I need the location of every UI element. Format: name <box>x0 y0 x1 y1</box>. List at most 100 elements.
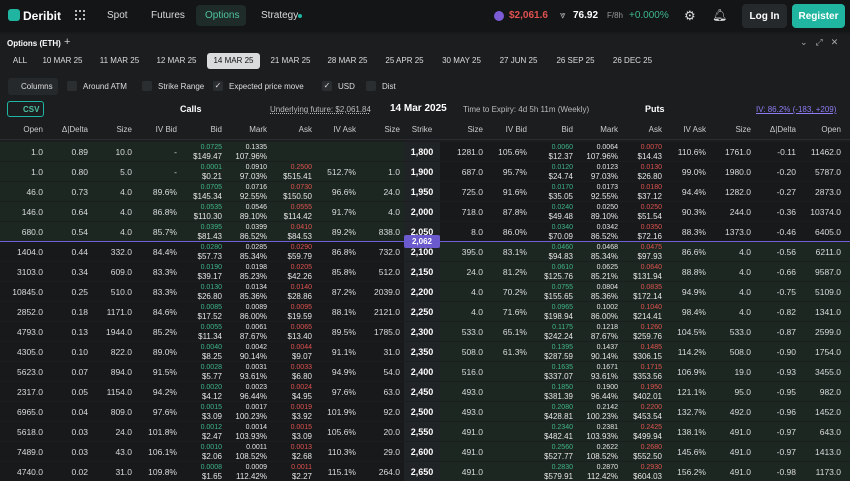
price-usd[interactable]: 85.34% <box>590 252 618 261</box>
price-usd[interactable]: $81.43 <box>197 232 222 241</box>
checkbox[interactable] <box>142 81 152 91</box>
price-usd[interactable]: $604.03 <box>633 472 662 481</box>
login-button[interactable]: Log In <box>742 4 787 28</box>
price-eth[interactable]: 0.2200 <box>640 404 662 411</box>
expiry-tab[interactable]: 30 MAY 25 <box>442 56 481 65</box>
nav-link[interactable]: Spot <box>107 10 128 21</box>
price-usd[interactable]: 86.52% <box>239 232 267 241</box>
price-eth[interactable]: 0.0031 <box>245 364 267 371</box>
price-usd[interactable]: $306.15 <box>633 352 662 361</box>
columns-button[interactable] <box>8 78 58 95</box>
checkbox-label[interactable]: Strike Range <box>158 82 205 91</box>
strike[interactable]: 2,100 <box>410 247 434 257</box>
price-eth[interactable]: 0.0170 <box>551 184 573 191</box>
price-eth[interactable]: 0.1715 <box>640 364 662 371</box>
price-eth[interactable]: 0.1395 <box>551 344 573 351</box>
price-eth[interactable]: 0.0033 <box>290 364 312 371</box>
price-eth[interactable]: 0.2381 <box>596 424 618 431</box>
price-usd[interactable]: 87.67% <box>590 332 618 341</box>
price-usd[interactable]: 107.96% <box>235 152 267 161</box>
strike[interactable]: 2,400 <box>410 367 434 377</box>
price-eth[interactable]: 0.0014 <box>245 424 267 431</box>
expiry-tab[interactable]: 21 MAR 25 <box>270 56 311 65</box>
price-usd[interactable]: 97.03% <box>239 172 267 181</box>
price-eth[interactable]: 0.1218 <box>596 324 618 331</box>
price-eth[interactable]: 0.0011 <box>246 444 267 451</box>
price-eth[interactable]: 0.0280 <box>200 244 222 251</box>
strike[interactable]: 2,300 <box>410 327 434 337</box>
price-eth[interactable]: 0.0020 <box>200 384 222 391</box>
nav-link[interactable]: Options <box>205 10 240 21</box>
price-eth[interactable]: 0.1260 <box>640 324 662 331</box>
price-usd[interactable]: $70.09 <box>548 232 573 241</box>
price-usd[interactable]: $453.54 <box>633 412 662 421</box>
price-eth[interactable]: 0.0019 <box>290 404 312 411</box>
price-eth[interactable]: 0.1635 <box>551 364 573 371</box>
price-eth[interactable]: 0.0120 <box>551 164 573 171</box>
price-eth[interactable]: 0.1950 <box>640 384 662 391</box>
add-tab[interactable]: + <box>64 36 71 48</box>
price-eth[interactable]: 0.0023 <box>245 384 267 391</box>
price-usd[interactable]: $499.94 <box>633 432 662 441</box>
logo[interactable]: Deribit <box>23 9 62 23</box>
price-usd[interactable]: $42.26 <box>287 272 312 281</box>
checkbox-label[interactable]: Around ATM <box>83 82 127 91</box>
expiry-tab[interactable]: 10 MAR 25 <box>42 56 83 65</box>
price-eth[interactable]: 0.0130 <box>640 164 662 171</box>
price-usd[interactable]: $198.94 <box>544 312 573 321</box>
strike[interactable]: 2,150 <box>410 267 434 277</box>
price-eth[interactable]: 0.2930 <box>640 464 662 471</box>
price-usd[interactable]: $24.74 <box>548 172 573 181</box>
price-usd[interactable]: $9.07 <box>291 352 312 361</box>
price-eth[interactable]: 0.0001 <box>200 164 222 171</box>
checkbox-label[interactable]: Dist <box>382 82 396 91</box>
price-usd[interactable]: $8.25 <box>201 352 222 361</box>
price-eth[interactable]: 0.0173 <box>596 184 618 191</box>
price-eth[interactable]: 0.0705 <box>200 184 222 191</box>
price-usd[interactable]: 90.14% <box>590 352 618 361</box>
strike[interactable]: 2,050 <box>410 227 434 237</box>
nav-link[interactable]: Futures <box>151 10 185 21</box>
price-usd[interactable]: $579.91 <box>544 472 573 481</box>
price-usd[interactable]: $428.81 <box>544 412 573 421</box>
price-eth[interactable]: 0.1335 <box>245 144 267 151</box>
price-usd[interactable]: 108.52% <box>235 452 267 461</box>
price-usd[interactable]: $26.80 <box>637 172 662 181</box>
price-usd[interactable]: $17.52 <box>197 312 222 321</box>
price-eth[interactable]: 0.0610 <box>551 264 573 271</box>
expiry-tab[interactable]: 11 MAR 25 <box>99 56 140 65</box>
nav-link[interactable]: Strategy <box>261 10 299 21</box>
price-eth[interactable]: 0.0028 <box>200 364 222 371</box>
price-eth[interactable]: 0.1671 <box>596 364 618 371</box>
price-eth[interactable]: 0.0061 <box>245 324 267 331</box>
checkbox[interactable]: ✓ <box>322 81 332 91</box>
price-eth[interactable]: 0.0250 <box>640 204 662 211</box>
strike[interactable]: 2,550 <box>410 427 434 437</box>
expiry-tab[interactable]: 27 JUN 25 <box>499 56 538 65</box>
strike[interactable]: 2,250 <box>410 307 434 317</box>
price-eth[interactable]: 0.0140 <box>290 284 312 291</box>
price-eth[interactable]: 0.0730 <box>290 184 312 191</box>
price-usd[interactable]: 96.44% <box>239 392 267 401</box>
price-usd[interactable]: 108.52% <box>586 452 618 461</box>
price-usd[interactable]: $59.79 <box>287 252 312 261</box>
price-eth[interactable]: 0.1437 <box>596 344 618 351</box>
expiry-tab[interactable]: 26 SEP 25 <box>556 56 595 65</box>
price-usd[interactable]: 86.00% <box>239 312 267 321</box>
price-eth[interactable]: 0.0015 <box>290 424 312 431</box>
price-eth[interactable]: 0.0024 <box>290 384 312 391</box>
price-eth[interactable]: 0.0042 <box>245 344 267 351</box>
settings-icon[interactable]: ⚙ <box>684 8 696 23</box>
price-usd[interactable]: 90.14% <box>239 352 267 361</box>
price-eth[interactable]: 0.0190 <box>200 264 222 271</box>
price-usd[interactable]: 87.67% <box>239 332 267 341</box>
price-eth[interactable]: 0.0070 <box>640 144 662 151</box>
bell-icon[interactable]: 🔔︎ <box>712 8 728 22</box>
price-eth[interactable]: 0.0395 <box>200 224 222 231</box>
price-usd[interactable]: 103.93% <box>586 432 618 441</box>
checkbox[interactable] <box>366 81 376 91</box>
price-eth[interactable]: 0.0340 <box>551 224 573 231</box>
price-usd[interactable]: 100.23% <box>586 412 618 421</box>
price-eth[interactable]: 0.0240 <box>551 204 573 211</box>
price-eth[interactable]: 0.0555 <box>290 204 312 211</box>
